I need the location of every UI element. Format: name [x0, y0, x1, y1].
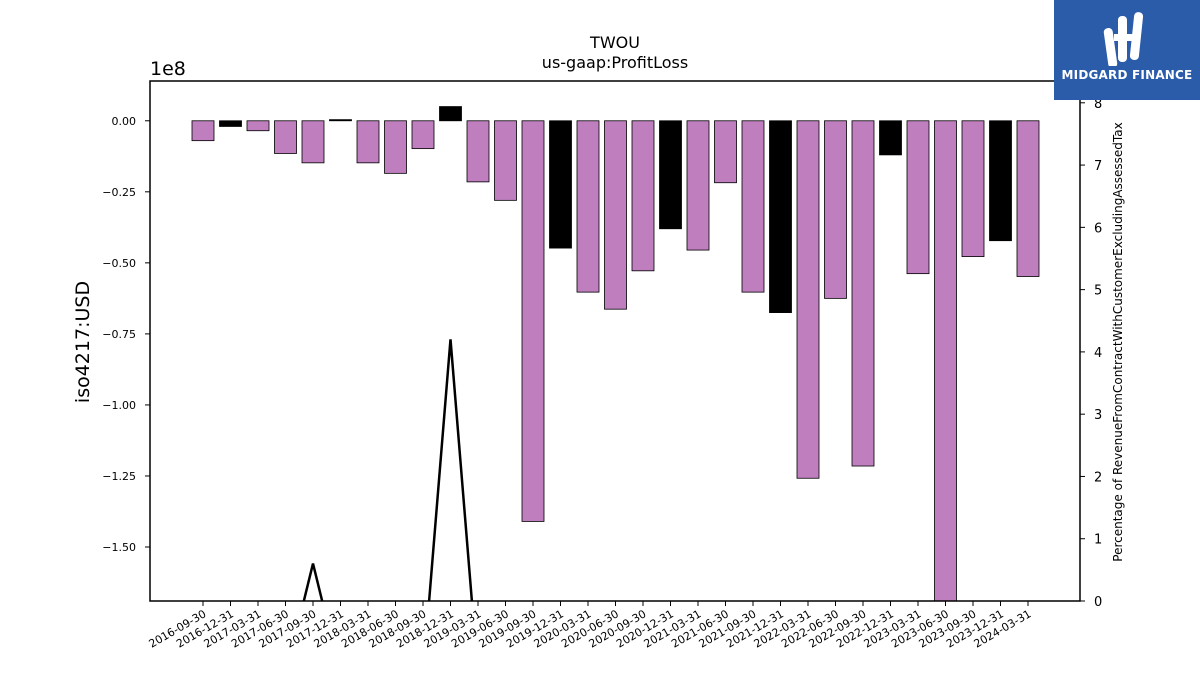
- bar: [769, 120, 792, 313]
- y-tick-label: 0.00: [112, 115, 137, 128]
- bar: [384, 120, 407, 174]
- y-axis-ticks: 0.00 −0.25 −0.50 −0.75 −1.00 −1.25 −1.50: [102, 115, 150, 554]
- bar: [851, 120, 875, 467]
- y2-tick-label: 3: [1094, 408, 1102, 423]
- bar: [989, 120, 1012, 242]
- x-axis-ticks: 2016-09-302016-12-312017-03-312017-06-30…: [147, 601, 1034, 651]
- bar: [879, 120, 902, 156]
- y2-tick-label: 8: [1094, 97, 1102, 112]
- y-tick-label: −0.50: [102, 257, 136, 270]
- bar: [521, 120, 545, 522]
- bar: [686, 120, 710, 251]
- y2-axis-label: Percentage of RevenueFromContractWithCus…: [1111, 122, 1125, 561]
- bar: [934, 120, 957, 602]
- bar: [961, 120, 985, 258]
- bar: [494, 120, 517, 201]
- y2-tick-label: 5: [1094, 284, 1102, 299]
- y2-tick-label: 1: [1094, 533, 1102, 548]
- y2-tick-label: 6: [1094, 221, 1102, 236]
- bar: [466, 120, 490, 183]
- bar: [246, 120, 270, 132]
- logo-text: MIDGARD FINANCE: [1061, 68, 1193, 82]
- bar: [356, 120, 380, 164]
- bar: [301, 120, 325, 164]
- bar: [329, 119, 352, 122]
- y2-axis-ticks: 0 1 2 3 4 5 6 7 8: [1080, 97, 1102, 610]
- bar: [439, 106, 462, 122]
- y-tick-label: −1.00: [102, 399, 136, 412]
- bar: [796, 120, 820, 479]
- bar: [191, 120, 215, 142]
- bar-series: [191, 106, 1040, 602]
- bar: [1016, 120, 1040, 277]
- bar: [741, 120, 765, 293]
- bar: [411, 120, 435, 150]
- bar: [659, 120, 682, 230]
- y-tick-label: −0.25: [102, 186, 136, 199]
- bar: [714, 120, 737, 184]
- y-tick-label: −1.50: [102, 541, 136, 554]
- bar: [219, 120, 242, 127]
- bar: [549, 120, 572, 249]
- bar: [824, 120, 847, 299]
- midgard-finance-logo: MIDGARD FINANCE: [1054, 0, 1200, 100]
- bar: [906, 120, 930, 275]
- bar: [576, 120, 600, 293]
- y2-tick-label: 2: [1094, 470, 1102, 485]
- chart-subtitle: us-gaap:ProfitLoss: [542, 53, 688, 72]
- y-axis-scale-label: 1e8: [150, 58, 186, 80]
- bar: [274, 120, 297, 154]
- y2-tick-label: 0: [1094, 595, 1102, 610]
- y-tick-label: −1.25: [102, 470, 136, 483]
- bar: [604, 120, 627, 310]
- bar: [631, 120, 655, 272]
- y-tick-label: −0.75: [102, 328, 136, 341]
- y2-tick-label: 7: [1094, 159, 1102, 174]
- y2-tick-label: 4: [1094, 346, 1102, 361]
- chart-title: TWOU: [589, 33, 640, 52]
- y-axis-label: iso4217:USD: [72, 281, 94, 403]
- midgard-logo-icon: [1103, 12, 1144, 66]
